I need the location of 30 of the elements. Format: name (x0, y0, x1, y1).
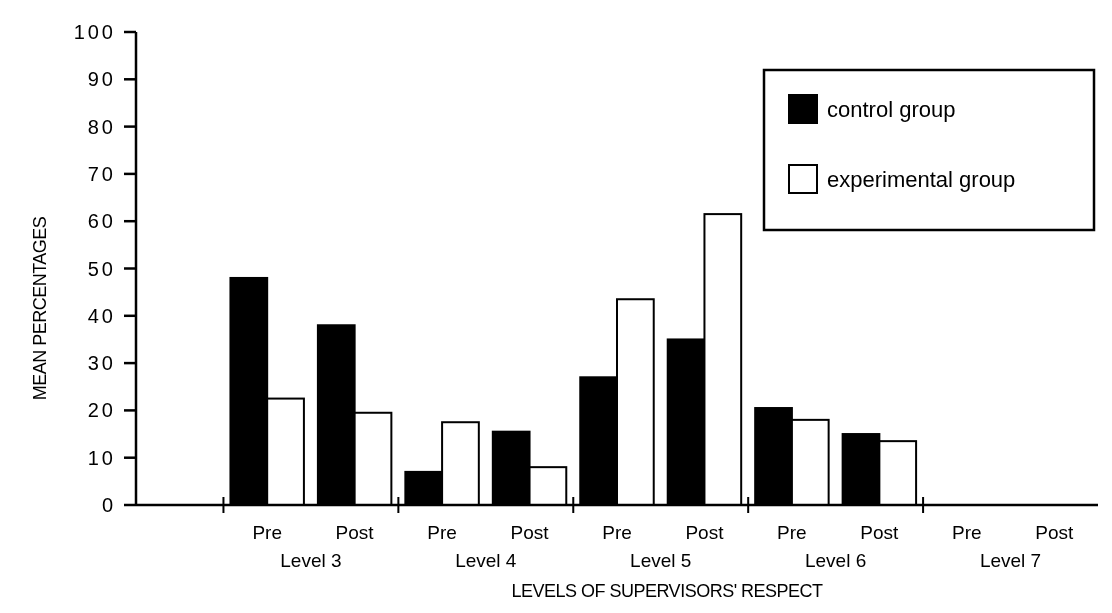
text: Level 3 (280, 550, 342, 571)
y-tick-label: 30 (87, 352, 116, 375)
x-tick-label: Post (510, 522, 550, 543)
x-tick-label: Pre (777, 522, 807, 543)
text: Level 5 (630, 550, 692, 571)
y-tick-label: 90 (87, 68, 116, 91)
y-tick-label: 10 (87, 446, 116, 469)
y-tick-label: 20 (87, 399, 116, 422)
y-tick-label: 0 (101, 494, 116, 516)
x-tick-label: Pre (252, 522, 282, 543)
legend-label: experimental group (827, 166, 1016, 192)
y-tick-label: 80 (87, 115, 116, 138)
x-axis-title: LEVELS OF SUPERVISORS' RESPECT (511, 581, 824, 601)
text: Level 6 (805, 550, 867, 571)
y-axis-title: MEAN PERCENTAGES (30, 216, 50, 401)
y-tick-label: 100 (73, 21, 116, 43)
x-tick-label: Post (860, 522, 900, 543)
y-tick-label: 40 (87, 304, 116, 327)
text: Level 7 (979, 550, 1042, 571)
text: Level 4 (455, 550, 517, 571)
x-tick-label: Pre (602, 522, 632, 543)
x-tick-label: Post (685, 522, 725, 543)
x-tick-label: Pre (427, 522, 457, 543)
x-tick-label: Post (1035, 522, 1074, 543)
y-tick-label: 70 (87, 162, 116, 185)
y-tick-label: 60 (87, 210, 116, 233)
y-tick-label: 50 (87, 257, 116, 280)
legend-label: control group (827, 96, 956, 122)
x-tick-label: Post (335, 522, 375, 543)
x-tick-label: Pre (952, 522, 982, 543)
